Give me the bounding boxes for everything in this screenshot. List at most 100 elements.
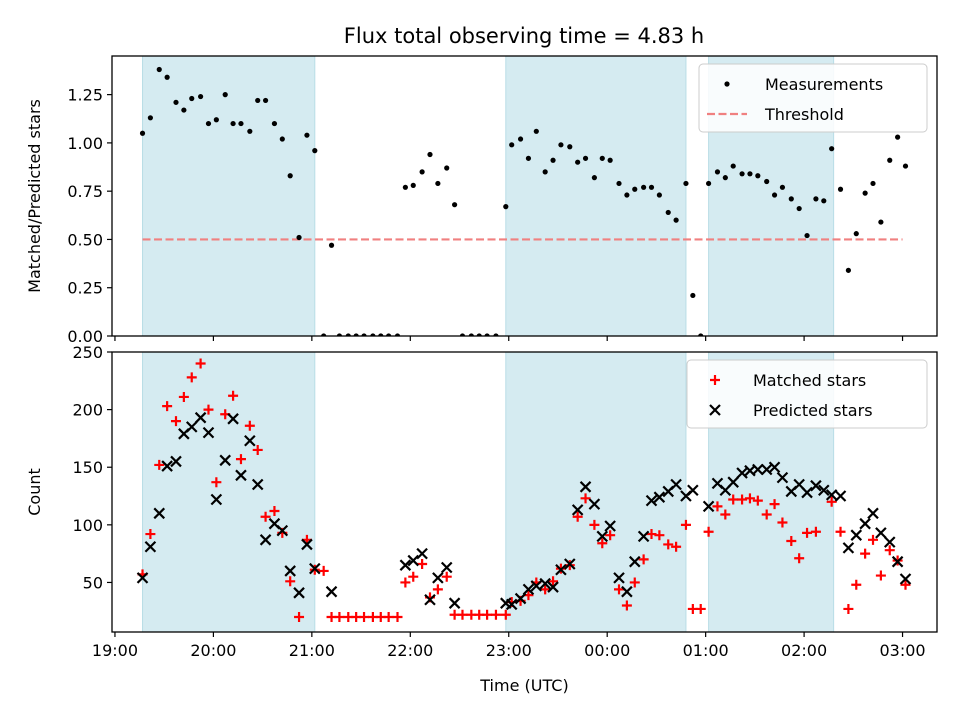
data-point bbox=[842, 542, 855, 554]
data-point bbox=[539, 577, 551, 590]
y-tick-label: 200 bbox=[72, 401, 103, 420]
x-axis: 19:00 20:00 21:00 22:00 23:00 00:00 01:00 02:00… bbox=[92, 632, 926, 660]
data-point bbox=[843, 603, 854, 614]
data-point bbox=[654, 530, 665, 541]
plot-area bbox=[136, 358, 912, 623]
data-point bbox=[399, 559, 412, 571]
data-point bbox=[720, 509, 731, 520]
data-point bbox=[683, 180, 689, 187]
data-point bbox=[490, 609, 501, 620]
y-tick-label: 0.00 bbox=[67, 327, 103, 346]
data-point bbox=[641, 184, 647, 190]
data-point bbox=[768, 461, 781, 474]
data-point bbox=[591, 175, 597, 181]
legend-marker-measurements bbox=[724, 81, 730, 87]
data-point bbox=[558, 142, 564, 148]
x-tick-label: 22:00 bbox=[387, 641, 433, 660]
data-point bbox=[737, 494, 748, 505]
data-point bbox=[607, 157, 613, 163]
data-point bbox=[604, 520, 616, 532]
data-point bbox=[213, 117, 219, 123]
data-point bbox=[424, 593, 436, 606]
data-point bbox=[616, 180, 622, 187]
data-point bbox=[663, 539, 674, 550]
x-tick-label: 20:00 bbox=[190, 641, 236, 660]
data-point bbox=[181, 107, 187, 113]
data-point bbox=[383, 612, 394, 623]
legend-marker-matched bbox=[710, 375, 720, 385]
data-point bbox=[230, 120, 236, 127]
legend-label: Measurements bbox=[765, 75, 883, 94]
data-point bbox=[284, 565, 296, 577]
data-point bbox=[596, 530, 609, 543]
data-point bbox=[712, 501, 723, 512]
data-point bbox=[287, 173, 293, 179]
data-point bbox=[153, 507, 166, 520]
data-point bbox=[887, 157, 893, 163]
data-point bbox=[173, 99, 179, 105]
data-point bbox=[810, 479, 822, 492]
y-tick-label: 1.00 bbox=[67, 134, 103, 153]
data-point bbox=[744, 493, 755, 504]
data-point bbox=[680, 519, 691, 530]
data-point bbox=[448, 597, 461, 609]
data-point bbox=[702, 500, 715, 513]
data-point bbox=[835, 526, 846, 537]
data-point bbox=[739, 171, 745, 177]
bottom-plot: 50 100 150 200 250 Count 19:00 20:00 21:00 22:00 2… bbox=[25, 343, 938, 695]
data-point bbox=[597, 538, 608, 549]
data-point bbox=[899, 573, 912, 585]
data-point bbox=[318, 565, 329, 576]
data-point bbox=[457, 609, 468, 620]
data-point bbox=[210, 493, 223, 506]
y-tick-label: 0.50 bbox=[67, 230, 103, 249]
shaded-span-1 bbox=[142, 55, 316, 337]
data-point bbox=[194, 411, 207, 424]
data-point bbox=[162, 401, 173, 412]
data-point bbox=[244, 420, 255, 431]
data-point bbox=[328, 242, 335, 248]
y-axis: 50 100 150 200 250 bbox=[72, 343, 112, 592]
x-axis-label: Time (UTC) bbox=[479, 676, 568, 695]
data-point bbox=[829, 146, 835, 152]
data-point bbox=[452, 202, 458, 208]
data-point bbox=[147, 115, 153, 121]
data-point bbox=[139, 130, 146, 136]
data-point bbox=[482, 609, 493, 620]
data-point bbox=[572, 511, 583, 522]
data-point bbox=[605, 530, 616, 541]
data-point bbox=[276, 524, 289, 537]
data-point bbox=[244, 434, 256, 447]
data-point bbox=[269, 506, 280, 517]
data-point bbox=[883, 536, 896, 548]
shaded-span-1 bbox=[142, 351, 316, 633]
data-point bbox=[777, 517, 788, 528]
x-tick-label: 00:00 bbox=[584, 641, 630, 660]
legend-label: Predicted stars bbox=[753, 401, 873, 420]
data-point bbox=[500, 609, 511, 620]
data-point bbox=[416, 547, 428, 560]
data-point bbox=[788, 196, 794, 202]
data-point bbox=[779, 184, 786, 190]
data-point bbox=[517, 136, 524, 142]
y-tick-label: 250 bbox=[72, 343, 103, 362]
data-point bbox=[144, 540, 157, 553]
data-point bbox=[285, 576, 296, 587]
data-point bbox=[154, 459, 165, 470]
data-point bbox=[222, 92, 228, 98]
data-point bbox=[728, 494, 739, 505]
data-point bbox=[834, 490, 847, 502]
data-point bbox=[435, 180, 441, 187]
data-point bbox=[582, 155, 589, 161]
data-point bbox=[136, 572, 149, 584]
legend: Measurements Threshold bbox=[698, 63, 928, 133]
data-point bbox=[850, 529, 863, 541]
data-point bbox=[185, 421, 198, 433]
data-point bbox=[755, 173, 761, 179]
data-point bbox=[564, 558, 576, 570]
data-point bbox=[259, 534, 272, 546]
data-point bbox=[656, 192, 662, 198]
data-point bbox=[589, 519, 600, 530]
data-point bbox=[736, 467, 748, 479]
chart-title: Flux total observing time = 4.83 h bbox=[344, 24, 704, 48]
